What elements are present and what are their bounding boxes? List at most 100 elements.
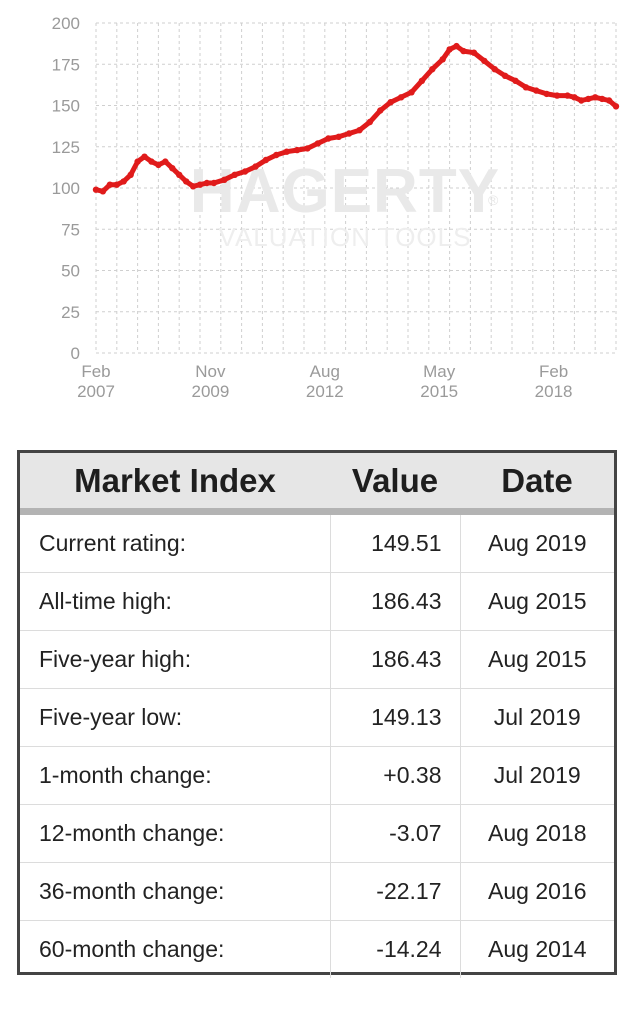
row-label: 60-month change: bbox=[20, 920, 331, 978]
data-point bbox=[578, 97, 585, 104]
x-tick-year: 2009 bbox=[191, 382, 229, 401]
x-tick-month: Nov bbox=[195, 362, 226, 381]
market-index-chart: HAGERTY ® VALUATION TOOLS 0 25 50 75 100 125 1… bbox=[52, 14, 620, 401]
data-point bbox=[491, 66, 498, 73]
x-tick-label: Feb 2018 bbox=[535, 362, 573, 401]
data-point bbox=[252, 163, 259, 170]
x-tick-year: 2018 bbox=[535, 382, 573, 401]
table-header-row: Market Index Value Date bbox=[20, 453, 614, 515]
y-tick-label: 125 bbox=[52, 138, 80, 157]
row-label: Current rating: bbox=[20, 511, 331, 573]
data-point bbox=[612, 103, 620, 110]
row-date: Aug 2015 bbox=[460, 572, 614, 631]
data-point bbox=[453, 42, 460, 50]
y-tick-label: 50 bbox=[61, 262, 80, 281]
x-tick-month: Aug bbox=[310, 362, 340, 381]
row-value: 186.43 bbox=[330, 630, 461, 689]
y-tick-label: 150 bbox=[52, 97, 80, 116]
data-point bbox=[283, 148, 290, 155]
header-date: Date bbox=[460, 453, 614, 515]
data-point bbox=[408, 89, 415, 96]
row-label: 36-month change: bbox=[20, 862, 331, 921]
data-point bbox=[241, 168, 249, 175]
y-tick-label: 100 bbox=[52, 179, 80, 198]
data-point bbox=[134, 158, 141, 165]
data-point bbox=[585, 95, 592, 103]
row-label: 1-month change: bbox=[20, 746, 331, 805]
row-date: Aug 2016 bbox=[460, 862, 614, 921]
data-point bbox=[460, 47, 467, 55]
x-tick-month: Feb bbox=[539, 362, 568, 381]
row-date: Jul 2019 bbox=[460, 688, 614, 747]
data-point bbox=[501, 72, 509, 80]
data-point bbox=[176, 171, 183, 178]
data-point bbox=[598, 95, 606, 103]
row-date: Aug 2018 bbox=[460, 804, 614, 863]
data-point bbox=[522, 84, 530, 91]
row-date: Jul 2019 bbox=[460, 746, 614, 805]
row-label: 12-month change: bbox=[20, 804, 331, 863]
y-tick-label: 75 bbox=[61, 220, 80, 239]
data-point bbox=[377, 107, 384, 114]
table-row: Current rating: 149.51 Aug 2019 bbox=[20, 511, 614, 573]
watermark-registered-mark: ® bbox=[488, 192, 499, 208]
data-point bbox=[155, 161, 162, 169]
x-tick-year: 2012 bbox=[306, 382, 344, 401]
data-point bbox=[127, 171, 134, 178]
data-point bbox=[605, 97, 613, 104]
x-tick-year: 2015 bbox=[420, 382, 458, 401]
data-point bbox=[92, 186, 100, 193]
table-row: 1-month change: +0.38 Jul 2019 bbox=[20, 746, 614, 805]
row-label: All-time high: bbox=[20, 572, 331, 631]
data-point bbox=[564, 92, 571, 99]
data-point bbox=[356, 127, 363, 134]
chart-watermark: HAGERTY ® VALUATION TOOLS bbox=[190, 157, 500, 252]
table-row: All-time high: 186.43 Aug 2015 bbox=[20, 572, 614, 631]
row-label: Five-year high: bbox=[20, 630, 331, 689]
y-axis: 0 25 50 75 100 125 150 175 200 bbox=[52, 14, 80, 363]
data-point bbox=[387, 99, 394, 106]
x-axis: Feb 2007 Nov 2009 Aug 2012 May 2015 Feb 2018 bbox=[77, 362, 572, 401]
data-point bbox=[429, 66, 436, 73]
data-point bbox=[592, 94, 599, 101]
row-date: Aug 2014 bbox=[460, 920, 614, 978]
data-point bbox=[113, 181, 121, 188]
x-tick-label: Feb 2007 bbox=[77, 362, 115, 401]
row-date: Aug 2019 bbox=[488, 530, 587, 556]
data-point bbox=[106, 181, 114, 188]
row-value: -22.17 bbox=[330, 862, 461, 921]
chart-area: HAGERTY ® VALUATION TOOLS 0 25 50 75 100 125 1… bbox=[0, 0, 641, 420]
data-point bbox=[120, 178, 127, 185]
y-tick-label: 0 bbox=[71, 344, 80, 363]
data-point bbox=[169, 165, 176, 172]
data-point bbox=[189, 183, 197, 190]
row-value: 149.51 bbox=[330, 511, 461, 573]
data-point bbox=[293, 146, 301, 154]
data-point bbox=[273, 151, 280, 159]
data-point bbox=[446, 46, 453, 53]
table-row: 36-month change: -22.17 Aug 2016 bbox=[20, 862, 614, 921]
row-value: 149.13 bbox=[330, 688, 461, 747]
market-index-table-container: Market Index Value Date Current rating: … bbox=[17, 450, 617, 978]
data-point bbox=[182, 178, 190, 185]
data-point bbox=[141, 153, 148, 160]
table-row: 60-month change: -14.24 Aug 2014 bbox=[20, 920, 614, 978]
chart-series bbox=[92, 42, 620, 195]
data-point bbox=[366, 118, 374, 126]
data-point bbox=[470, 49, 478, 56]
data-point bbox=[231, 171, 238, 178]
row-value: -14.24 bbox=[330, 920, 461, 978]
header-value: Value bbox=[330, 453, 460, 515]
table-row: Five-year high: 186.43 Aug 2015 bbox=[20, 630, 614, 689]
data-point bbox=[543, 90, 550, 98]
header-market-index: Market Index bbox=[20, 453, 330, 515]
x-tick-month: May bbox=[423, 362, 456, 381]
chart-grid bbox=[95, 22, 617, 354]
watermark-brand: HAGERTY bbox=[190, 157, 500, 226]
data-point bbox=[196, 181, 204, 188]
data-point bbox=[304, 145, 311, 152]
x-tick-label: Aug 2012 bbox=[306, 362, 344, 401]
data-point bbox=[571, 94, 578, 101]
row-value: -3.07 bbox=[330, 804, 461, 863]
data-point bbox=[203, 179, 211, 187]
